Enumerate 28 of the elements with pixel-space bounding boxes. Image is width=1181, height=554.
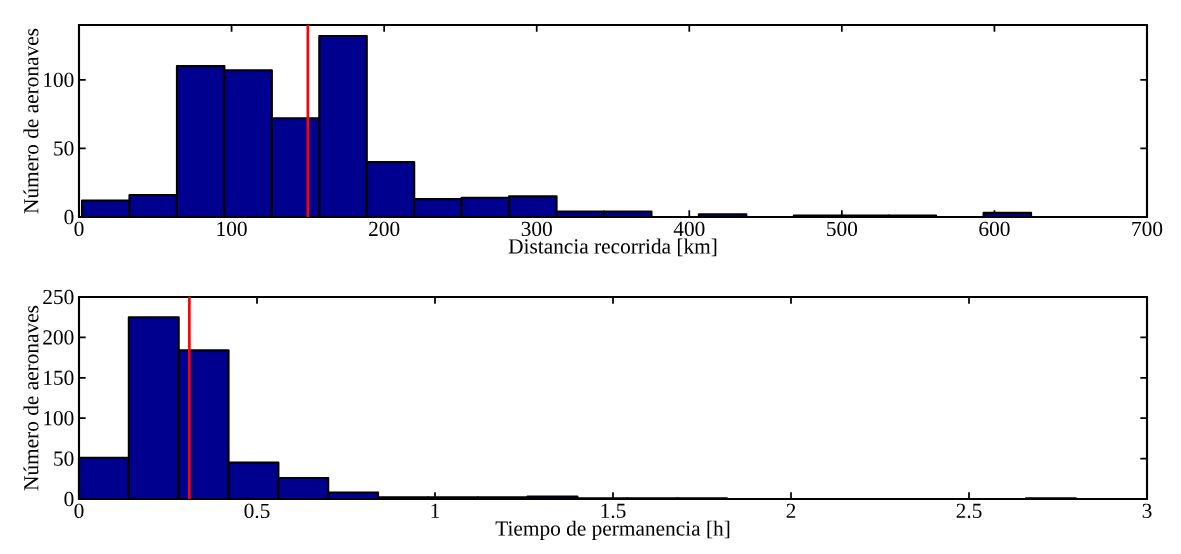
y-axis-title: Número de aeronaves — [23, 28, 39, 214]
x-tick-label: 400 — [673, 221, 705, 237]
y-tick-label: 50 — [54, 451, 74, 466]
y-tick-label: 100 — [44, 411, 74, 426]
x-tick-label: 600 — [979, 221, 1010, 237]
x-tick-label: 2 — [786, 503, 796, 518]
x-tick-label: 0 — [74, 503, 84, 519]
x-tick-label: 1 — [431, 503, 440, 518]
x-tick-label: 200 — [369, 221, 400, 237]
y-tick-label: 50 — [54, 141, 74, 156]
x-tick-label: 300 — [521, 221, 552, 237]
y-tick-label: 0 — [64, 491, 74, 507]
x-axis-title: Distancia recorrida [km] — [508, 238, 717, 257]
y-axis-title: Número de aeronaves — [23, 305, 39, 491]
x-tick-label: 700 — [1132, 221, 1163, 237]
x-axis-title: Tiempo de permanencia [h] — [495, 520, 730, 541]
x-tick-label: 500 — [827, 221, 858, 237]
x-tick-label: 0 — [74, 221, 84, 237]
x-tick-label: 1.5 — [601, 503, 626, 519]
x-tick-label: 3 — [1142, 503, 1152, 519]
x-tick-label: 0.5 — [244, 503, 270, 519]
y-tick-label: 150 — [44, 370, 74, 385]
y-tick-label: 100 — [44, 72, 74, 88]
x-tick-label: 2.5 — [956, 503, 982, 519]
y-tick-label: 250 — [43, 289, 74, 305]
x-tick-label: 100 — [217, 221, 247, 237]
y-tick-label: 0 — [64, 209, 74, 225]
y-tick-label: 200 — [43, 330, 74, 345]
